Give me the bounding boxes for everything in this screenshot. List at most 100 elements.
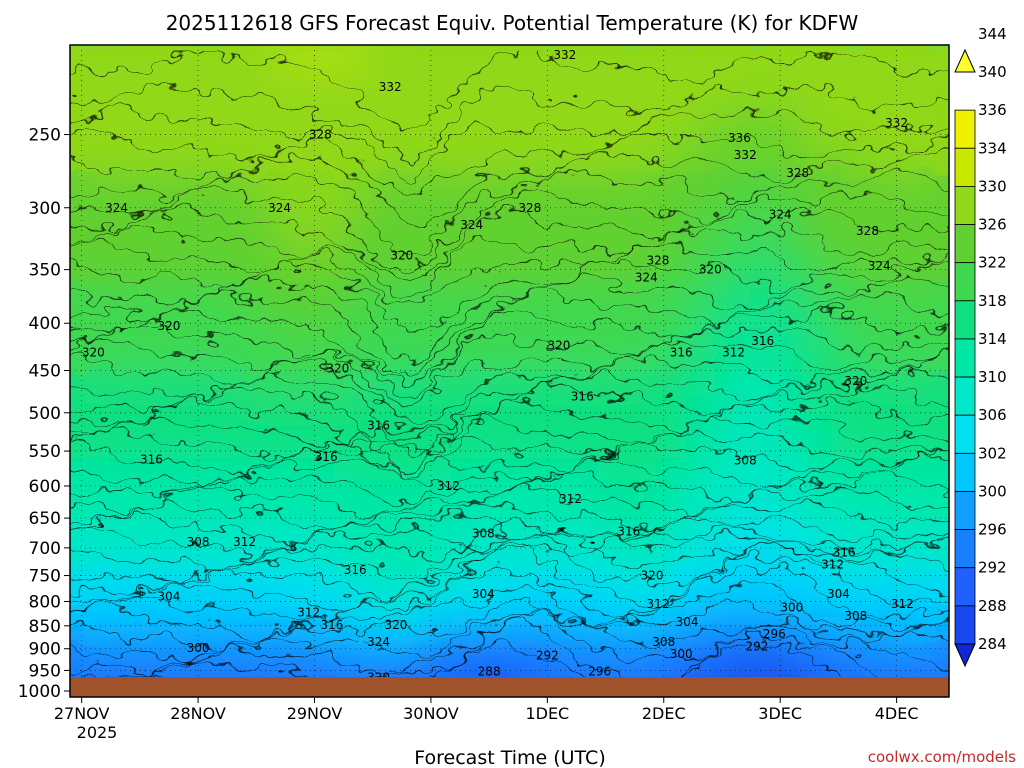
field-cell (568, 45, 599, 68)
field-cell (392, 305, 423, 329)
field-cell (568, 436, 599, 459)
field-cell (187, 262, 218, 286)
field-cell (802, 175, 833, 199)
field-cell (304, 305, 335, 329)
field-cell (304, 262, 335, 286)
y-tick-label: 850 (29, 617, 61, 637)
field-cell (714, 197, 745, 220)
field-cell (568, 218, 599, 242)
field-cell (421, 284, 452, 307)
field-cell (656, 436, 687, 459)
field-cell (890, 544, 921, 568)
field-cell (626, 588, 657, 612)
field-cell (99, 153, 130, 177)
field-cell (626, 66, 657, 90)
field-cell (421, 197, 452, 220)
field-cell (421, 631, 452, 655)
field-cell (919, 479, 949, 503)
field-cell (304, 392, 335, 416)
field-cell (714, 240, 745, 264)
field-cell (480, 327, 511, 351)
field-cell (99, 457, 130, 481)
field-cell (99, 479, 130, 503)
field-cell (656, 523, 687, 546)
field-cell (831, 610, 863, 633)
contour-label: 324 (868, 259, 891, 273)
field-cell (656, 544, 687, 568)
field-cell (187, 240, 218, 264)
colorbar-label: 306 (978, 406, 1007, 424)
contour-label: 312 (722, 345, 745, 359)
field-cell (538, 653, 570, 677)
field-cell (714, 371, 745, 394)
field-cell (333, 131, 364, 155)
field-cell (333, 610, 364, 633)
contour-label: 324 (105, 201, 128, 215)
contour-line (70, 513, 949, 544)
field-cell (656, 66, 687, 90)
field-cell (538, 523, 570, 546)
field-cell (480, 66, 511, 90)
contour-label: 300 (780, 600, 803, 614)
field-cell (450, 66, 482, 90)
colorbar-top-arrow (954, 48, 976, 73)
field-cell (743, 610, 775, 633)
contour-label: 304 (676, 615, 699, 629)
field-cell (245, 153, 277, 177)
colorbar-label: 340 (978, 63, 1007, 81)
field-cell (216, 436, 247, 459)
y-tick-label: 1000 (18, 682, 61, 702)
field-cell (99, 218, 130, 242)
field-cell (538, 479, 570, 503)
field-cell (714, 262, 745, 286)
field-cell (597, 457, 628, 481)
field-cell (392, 110, 423, 133)
contour-line (70, 259, 949, 332)
contour-label: 320 (699, 263, 722, 277)
field-cell (363, 88, 394, 112)
field-cell (216, 197, 247, 220)
field-cell (421, 66, 452, 90)
field-cell (216, 392, 247, 416)
field-cell (157, 349, 189, 372)
contour-line (70, 457, 949, 488)
field-cell (187, 457, 218, 481)
contour-label: 320 (844, 374, 867, 388)
y-tick-label: 350 (29, 261, 61, 281)
field-cell (157, 153, 189, 177)
field-cell (538, 153, 570, 177)
field-cell (685, 175, 716, 199)
field-cell (275, 566, 306, 590)
y-tick-label: 600 (29, 477, 61, 497)
field-cell (509, 414, 540, 438)
y-tick-label: 950 (29, 661, 61, 681)
field-cell (421, 457, 452, 481)
field-cell (216, 218, 247, 242)
field-cell (831, 653, 863, 677)
field-cell (773, 436, 804, 459)
field-cell (685, 197, 716, 220)
field-cell (656, 175, 687, 199)
contour-label: 300 (187, 641, 210, 655)
field-cell (597, 479, 628, 503)
field-cell (480, 197, 511, 220)
field-cell (99, 66, 130, 90)
field-cell (333, 479, 364, 503)
field-cell (890, 523, 921, 546)
field-cell (392, 153, 423, 177)
field-cell (626, 327, 657, 351)
field-cell (480, 371, 511, 394)
field-cell (714, 175, 745, 199)
field-cell (509, 327, 540, 351)
field-cell (861, 153, 892, 177)
field-cell (450, 240, 482, 264)
field-cell (743, 588, 775, 612)
contour-label: 308 (472, 526, 495, 540)
field-cell (919, 175, 949, 199)
field-cell (450, 436, 482, 459)
field-cell (890, 284, 921, 307)
field-cell (450, 371, 482, 394)
field-cell (157, 523, 189, 546)
field-cell (919, 501, 949, 525)
field-cell (831, 349, 863, 372)
